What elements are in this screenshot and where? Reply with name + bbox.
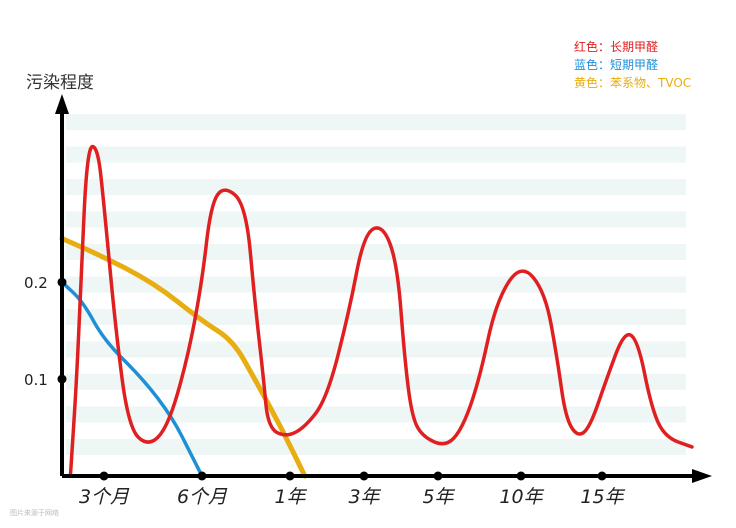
legend: 红色：长期甲醛 蓝色：短期甲醛 黄色：苯系物、TVOC	[574, 38, 691, 92]
background-band	[66, 406, 686, 423]
background-band	[66, 114, 686, 130]
background-band	[66, 211, 686, 228]
axes	[55, 94, 712, 483]
y-axis-arrow	[55, 94, 69, 114]
watermark: 图片来源于网络	[10, 509, 59, 517]
ticks: 3个月 6个月 1年 3年 5年 10年 15年 0.1 0.2	[24, 274, 626, 508]
background-band	[66, 276, 686, 293]
x-tick-label: 5年	[422, 486, 455, 508]
y-axis-label: 污染程度	[26, 73, 94, 93]
x-tick-label: 1年	[274, 486, 307, 508]
x-tick-dot	[197, 471, 207, 481]
x-tick-dot	[285, 471, 295, 481]
series-line-0	[68, 144, 694, 478]
series-layer	[59, 144, 694, 479]
x-tick-label: 6个月	[177, 486, 228, 508]
background-band	[66, 439, 686, 455]
x-tick-dot	[516, 471, 526, 481]
series-line-1	[60, 280, 204, 478]
background-band	[66, 309, 686, 325]
y-tick-dot	[57, 374, 67, 384]
x-axis-arrow	[692, 469, 712, 483]
y-tick-label: 0.2	[24, 274, 48, 292]
background-band	[66, 341, 686, 358]
background-band	[66, 244, 686, 260]
background-bands	[66, 114, 686, 455]
background-band	[66, 179, 686, 195]
x-tick-dot	[433, 471, 443, 481]
series-line-2	[59, 236, 308, 479]
x-tick-dot	[359, 471, 369, 481]
legend-entry-blue: 蓝色：短期甲醛	[574, 58, 659, 72]
x-tick-dot	[99, 471, 109, 481]
background-band	[66, 146, 686, 163]
x-tick-label: 3个月	[79, 486, 130, 508]
y-tick-label: 0.1	[24, 371, 48, 389]
x-tick-label: 15年	[580, 486, 625, 508]
legend-entry-yellow: 黄色：苯系物、TVOC	[574, 76, 692, 90]
y-tick-dot	[57, 277, 67, 287]
x-tick-label: 3年	[348, 486, 381, 508]
background-band	[66, 374, 686, 390]
x-tick-dot	[597, 471, 607, 481]
x-tick-label: 10年	[499, 486, 544, 508]
legend-entry-red: 红色：长期甲醛	[574, 40, 659, 54]
